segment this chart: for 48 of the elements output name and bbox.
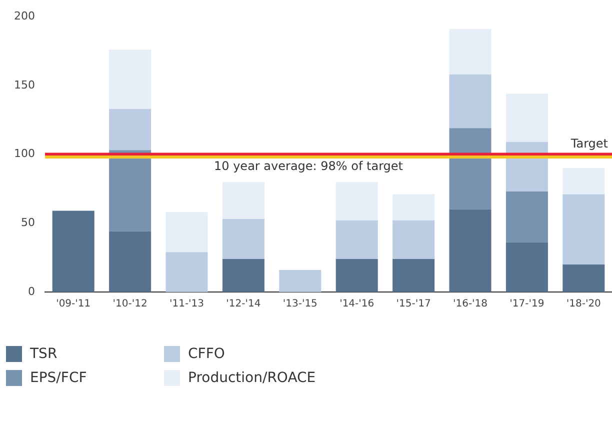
- x-tick-label: '14-'16: [340, 298, 374, 310]
- bar: [449, 209, 492, 292]
- bar: [392, 220, 435, 259]
- bar: [392, 194, 435, 220]
- bar: [336, 220, 378, 259]
- x-tick-label: '10-'12: [112, 298, 148, 310]
- ref-line-label: Target: [570, 136, 608, 150]
- bar: [506, 94, 548, 142]
- x-tick-label: '13-'15: [282, 298, 318, 310]
- ref-line-label: 10 year average: 98% of target: [214, 159, 404, 174]
- legend-label: TSR: [30, 346, 58, 362]
- bar: [222, 182, 264, 220]
- x-tick-label: '15-'17: [396, 298, 431, 310]
- y-tick-label: 200: [14, 9, 35, 22]
- bar: [222, 219, 264, 259]
- bar: [449, 128, 492, 210]
- x-tick-label: '16-'18: [452, 298, 488, 310]
- x-tick-label: '09-'11: [56, 298, 91, 310]
- y-tick-label: 0: [28, 284, 35, 298]
- legend-label: CFFO: [188, 346, 225, 362]
- bar: [109, 150, 152, 232]
- legend-label: Production/ROACE: [188, 370, 316, 386]
- x-tick-label: '17-'19: [510, 298, 544, 310]
- bar: [109, 50, 152, 109]
- bar: [52, 210, 94, 292]
- bar: [392, 258, 435, 292]
- x-tick-label: '12-'14: [226, 298, 261, 310]
- legend-label: EPS/FCF: [30, 370, 87, 386]
- bar: [166, 212, 208, 252]
- bar: [109, 231, 152, 292]
- bar: [562, 264, 605, 292]
- bar: [506, 191, 548, 242]
- x-tick-label: '18-'20: [566, 298, 601, 310]
- bar: [166, 252, 208, 292]
- bar: [562, 194, 605, 264]
- bar: [109, 108, 152, 150]
- bar: [336, 258, 378, 292]
- y-tick-label: 100: [14, 147, 35, 160]
- bar: [562, 168, 605, 194]
- y-tick-label: 50: [20, 216, 35, 230]
- bar: [506, 242, 548, 292]
- bar: [449, 74, 492, 128]
- bar: [222, 258, 264, 292]
- x-tick-label: '11-'13: [169, 298, 204, 310]
- y-tick-label: 150: [14, 78, 35, 92]
- bar: [336, 182, 378, 220]
- bar: [279, 270, 322, 292]
- bar: [449, 28, 492, 74]
